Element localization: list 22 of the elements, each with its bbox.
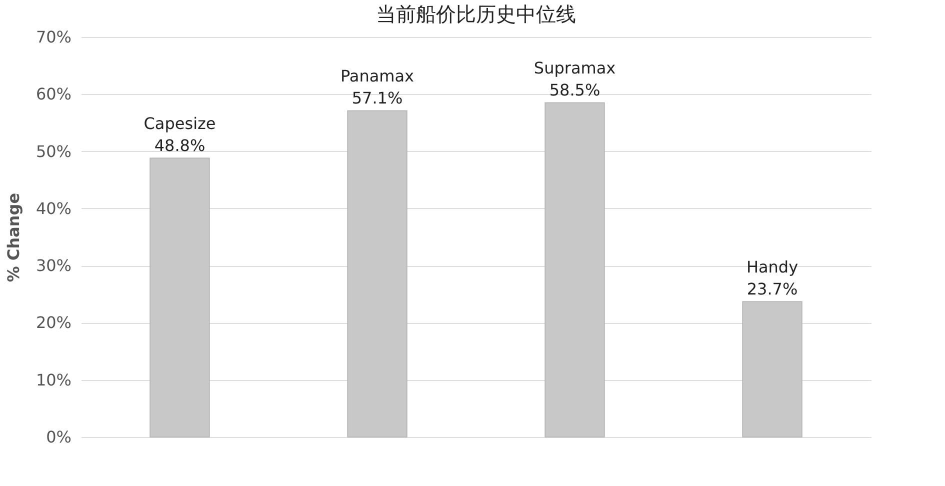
bar [150, 158, 210, 438]
data-label: 58.5% [549, 80, 600, 100]
y-tick-label: 50% [36, 142, 72, 161]
bar [347, 110, 408, 438]
data-label: 48.8% [154, 136, 206, 156]
x-tick-label: Panamax [340, 66, 414, 86]
y-tick-label: 60% [36, 84, 72, 104]
y-tick-label: 10% [36, 370, 72, 390]
y-tick-label: 70% [36, 28, 72, 46]
data-label: 57.1% [352, 88, 403, 108]
y-axis-title: % Change [4, 192, 23, 282]
y-tick-label: 0% [46, 428, 72, 446]
chart-title: 当前船价比历史中位线 [376, 2, 576, 26]
x-tick-label: Capesize [144, 114, 216, 134]
x-tick-label: Supramax [534, 58, 616, 78]
y-tick-label: 20% [36, 313, 72, 332]
bar [544, 102, 605, 438]
bar [742, 301, 802, 438]
y-tick-label: 30% [36, 256, 72, 276]
y-tick-label: 40% [36, 198, 72, 218]
x-tick-label: Handy [746, 258, 798, 277]
data-label: 23.7% [746, 280, 798, 299]
